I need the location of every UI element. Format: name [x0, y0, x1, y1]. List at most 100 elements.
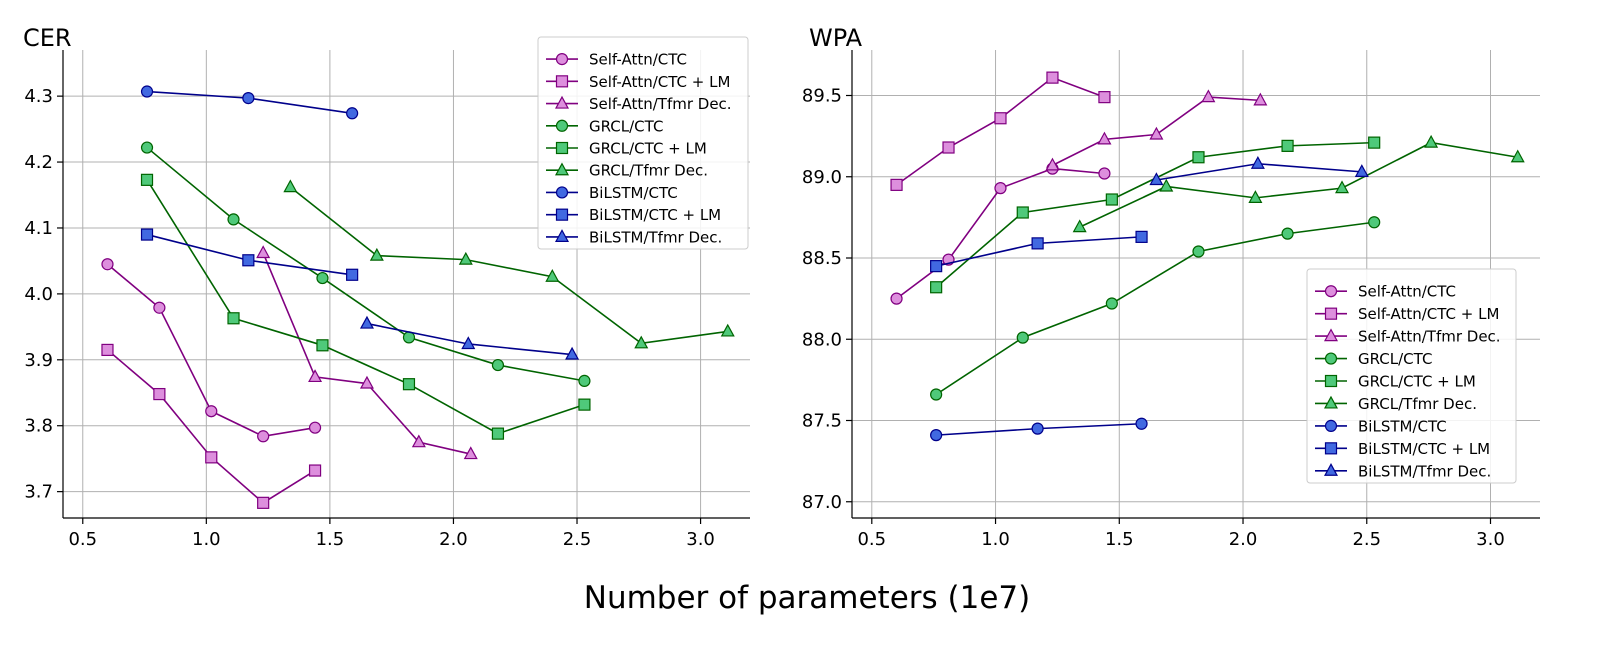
data-point [308, 421, 322, 434]
data-point [1149, 172, 1164, 186]
data-point [1045, 157, 1060, 171]
y-tick-label: 4.1 [24, 218, 53, 239]
x-tick-label: 3.0 [686, 529, 715, 550]
data-point [316, 271, 329, 285]
data-point [140, 85, 154, 98]
legend-item-grcl-ctc-lm: GRCL/CTC + LM [546, 140, 707, 158]
data-point [578, 398, 591, 411]
legend-item-bilstm-ctc-lm: BiLSTM/CTC + LM [546, 206, 721, 224]
data-point [994, 112, 1007, 125]
legend-label: GRCL/CTC + LM [589, 140, 707, 158]
data-point [369, 247, 384, 261]
legend-label: GRCL/Tfmr Dec. [1358, 395, 1477, 413]
y-tick-label: 88.0 [802, 329, 842, 350]
data-point [153, 301, 166, 314]
data-point [994, 182, 1007, 195]
legend-marker [1324, 307, 1338, 320]
data-point [1368, 216, 1381, 229]
data-point [242, 92, 255, 105]
x-tick-label: 1.5 [316, 529, 345, 550]
data-point [634, 335, 649, 349]
data-point [930, 260, 943, 273]
data-point [283, 179, 298, 193]
legend-label: Self-Attn/Tfmr Dec. [589, 95, 732, 113]
legend-marker [555, 53, 569, 66]
x-tick-label: 1.0 [981, 529, 1010, 550]
y-tick-label: 3.9 [24, 350, 53, 371]
series-self-attn-tfmr-dec [1045, 89, 1268, 171]
series-self-attn-ctc-lm [890, 71, 1111, 191]
data-point [1135, 230, 1148, 243]
data-point [359, 375, 374, 389]
data-point [1098, 91, 1111, 104]
data-point [1368, 136, 1381, 149]
legend-item-self-attn-ctc-lm: Self-Attn/CTC + LM [1315, 305, 1499, 323]
data-point [942, 141, 955, 154]
series-line [289, 186, 728, 345]
x-tick-label: 2.0 [1229, 529, 1258, 550]
x-tick-label: 3.0 [1476, 529, 1505, 550]
x-tick-label: 1.5 [1105, 529, 1134, 550]
legend-item-self-attn-ctc: Self-Attn/CTC [546, 51, 687, 69]
legend-label: BiLSTM/CTC + LM [1358, 440, 1490, 458]
data-point [463, 446, 478, 460]
legend-label: Self-Attn/Tfmr Dec. [1358, 328, 1501, 346]
x-tick-label: 1.0 [192, 529, 221, 550]
data-point [1105, 193, 1118, 206]
legend-marker [1324, 374, 1338, 388]
y-tick-label: 87.5 [802, 411, 842, 432]
data-point [890, 178, 903, 191]
legend-item-grcl-tfmr-dec: GRCL/Tfmr Dec. [1315, 395, 1477, 413]
series-grcl-ctc [930, 216, 1381, 401]
data-point [1192, 151, 1205, 164]
data-point [346, 268, 359, 281]
legend-label: Self-Attn/CTC + LM [1358, 305, 1499, 323]
data-point [316, 339, 329, 352]
legend-label: BiLSTM/Tfmr Dec. [1358, 462, 1491, 480]
legend: Self-Attn/CTC Self-Attn/CTC + LM Self-Attn… [1306, 268, 1517, 484]
data-point [101, 343, 114, 357]
y-tick-label: 3.7 [24, 482, 53, 503]
data-point [1031, 237, 1044, 250]
legend-item-bilstm-ctc: BiLSTM/CTC [546, 184, 678, 202]
data-point [1105, 297, 1118, 310]
legend-item-bilstm-ctc: BiLSTM/CTC [1315, 417, 1447, 435]
data-point [205, 451, 218, 464]
legend-marker [1323, 328, 1339, 342]
data-point [346, 107, 359, 120]
legend: Self-Attn/CTC Self-Attn/CTC + LM Self-Attn… [537, 36, 749, 250]
data-point [257, 430, 270, 443]
series-line [935, 221, 1375, 396]
legend-marker [554, 229, 570, 242]
data-point [458, 251, 473, 265]
legend-item-grcl-ctc: GRCL/CTC [1315, 350, 1432, 368]
data-point [1016, 331, 1029, 344]
series-self-attn-ctc [101, 258, 322, 443]
data-point [1281, 139, 1294, 152]
legend-item-self-attn-tfmr-dec: Self-Attn/Tfmr Dec. [546, 95, 732, 113]
data-point [1046, 71, 1059, 84]
data-point [1016, 206, 1029, 219]
data-point [1159, 178, 1174, 192]
y-tick-label: 3.8 [24, 416, 53, 437]
data-point [359, 315, 374, 329]
legend-marker [555, 141, 569, 155]
series-bilstm-ctc [930, 417, 1148, 442]
legend-label: BiLSTM/Tfmr Dec. [589, 228, 722, 246]
legend-item-bilstm-tfmr-dec: BiLSTM/Tfmr Dec. [546, 228, 722, 246]
data-point [1031, 422, 1044, 435]
data-point [308, 369, 323, 383]
data-point [1072, 219, 1087, 233]
data-point [890, 292, 903, 305]
y-tick-label: 88.5 [802, 248, 842, 269]
y-tick-label: 4.0 [24, 284, 53, 305]
series-line [106, 349, 316, 504]
legend-marker [1323, 463, 1339, 476]
x-tick-label: 2.5 [563, 529, 592, 550]
x-tick-label: 2.5 [1352, 529, 1381, 550]
data-point [140, 173, 154, 186]
series-line [1079, 141, 1518, 228]
legend-marker [555, 119, 569, 132]
legend-box [537, 36, 749, 250]
data-point [1510, 149, 1525, 163]
